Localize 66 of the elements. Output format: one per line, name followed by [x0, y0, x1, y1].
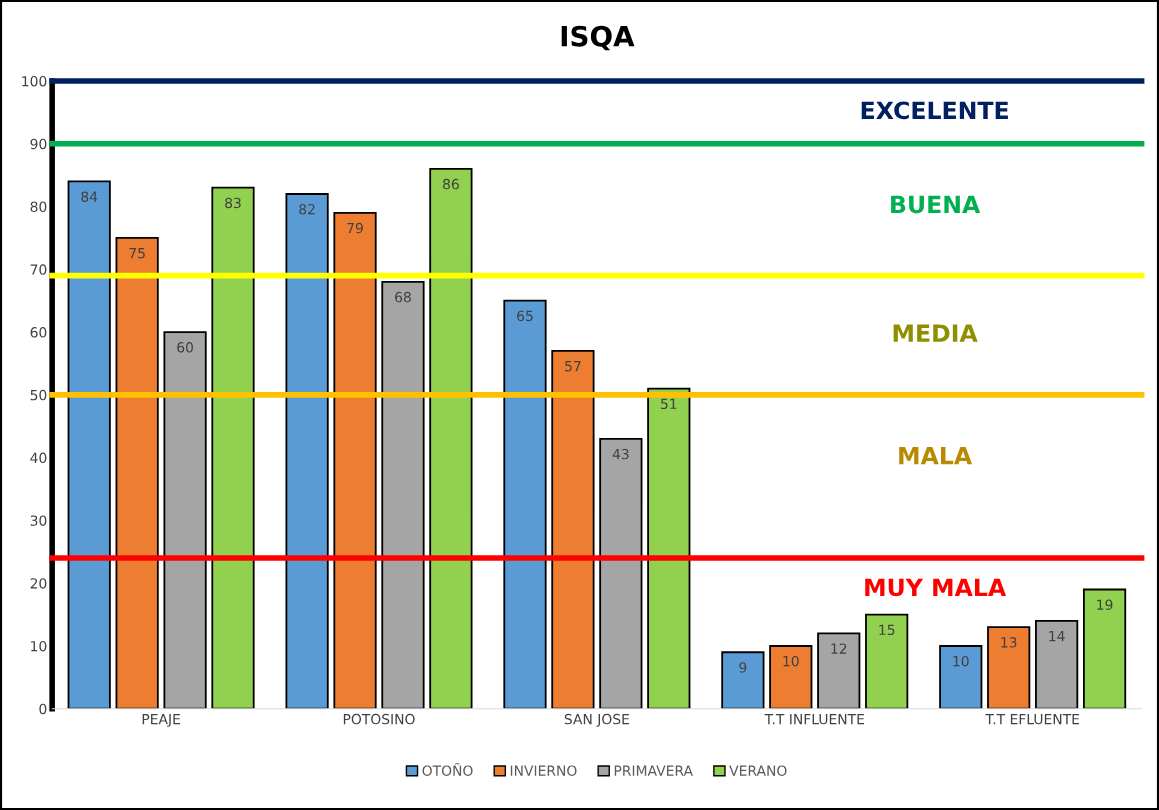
bar — [987, 626, 1031, 709]
data-label: 84 — [81, 191, 98, 202]
x-tick-label: PEAJE — [142, 714, 180, 727]
y-tick-label: 10 — [31, 640, 47, 652]
bar — [769, 645, 813, 709]
bar — [285, 193, 329, 709]
data-label: 51 — [661, 398, 677, 410]
bar — [939, 645, 983, 709]
data-label: 10 — [783, 655, 799, 667]
legend-label: PRIMAVERA — [614, 765, 693, 776]
data-label: 43 — [612, 448, 629, 460]
y-tick-label: 50 — [30, 389, 47, 401]
bar — [503, 299, 547, 709]
data-label: 79 — [347, 222, 363, 234]
chart-title: ISQA — [561, 25, 635, 51]
bar — [163, 331, 207, 709]
data-label: 57 — [565, 361, 581, 372]
data-label: 12 — [831, 643, 847, 654]
y-tick-label: 100 — [22, 75, 47, 87]
y-tick-label: 80 — [30, 201, 47, 213]
bar — [721, 651, 765, 709]
legend-label: INVIERNO — [510, 765, 577, 776]
legend-label: OTOÑO — [422, 762, 473, 776]
bar — [67, 180, 111, 709]
bar — [647, 387, 691, 709]
x-tick-label: T.T EFLUENTE — [985, 714, 1080, 725]
y-tick-label: 0 — [39, 703, 47, 715]
data-label: 83 — [225, 197, 241, 209]
bar — [211, 186, 255, 709]
ref-line-label: MEDIA — [893, 324, 978, 342]
x-tick-label: T.T INFLUENTE — [764, 714, 865, 725]
bar — [429, 167, 473, 709]
data-label: 14 — [1049, 631, 1065, 642]
data-label: 86 — [443, 178, 459, 190]
data-label: 15 — [879, 624, 895, 636]
data-label: 13 — [1001, 637, 1017, 648]
x-tick-label: SAN JOSE — [564, 713, 629, 727]
y-tick-label: 30 — [30, 515, 47, 526]
y-tick-label: 20 — [30, 578, 47, 589]
bar — [551, 350, 595, 709]
bar — [817, 632, 861, 709]
bar — [1035, 619, 1079, 709]
ref-line-label: MALA — [899, 446, 973, 465]
ref-line-label: EXCELENTE — [861, 101, 1008, 120]
ref-line-label: MUY MALA — [865, 578, 1007, 597]
y-tick-label: 40 — [30, 452, 47, 464]
data-label: 9 — [739, 662, 747, 673]
data-label: 10 — [953, 655, 969, 667]
bar — [599, 437, 643, 709]
bar — [115, 237, 159, 709]
x-tick-label: POTOSINO — [343, 713, 415, 725]
y-tick-label: 90 — [30, 138, 47, 150]
ref-line-label: BUENA — [891, 195, 981, 214]
data-label: 65 — [517, 310, 533, 322]
y-tick-label: 60 — [30, 327, 47, 338]
bar — [865, 613, 909, 709]
data-label: 19 — [1097, 599, 1113, 610]
bar — [381, 280, 425, 709]
data-label: 60 — [177, 342, 193, 353]
bar — [333, 211, 377, 709]
data-label: 68 — [395, 291, 411, 303]
y-tick-label: 70 — [30, 264, 47, 275]
bar — [1082, 588, 1127, 709]
legend-label: VERANO — [729, 765, 787, 776]
data-label: 75 — [129, 248, 145, 259]
data-label: 82 — [299, 203, 315, 215]
